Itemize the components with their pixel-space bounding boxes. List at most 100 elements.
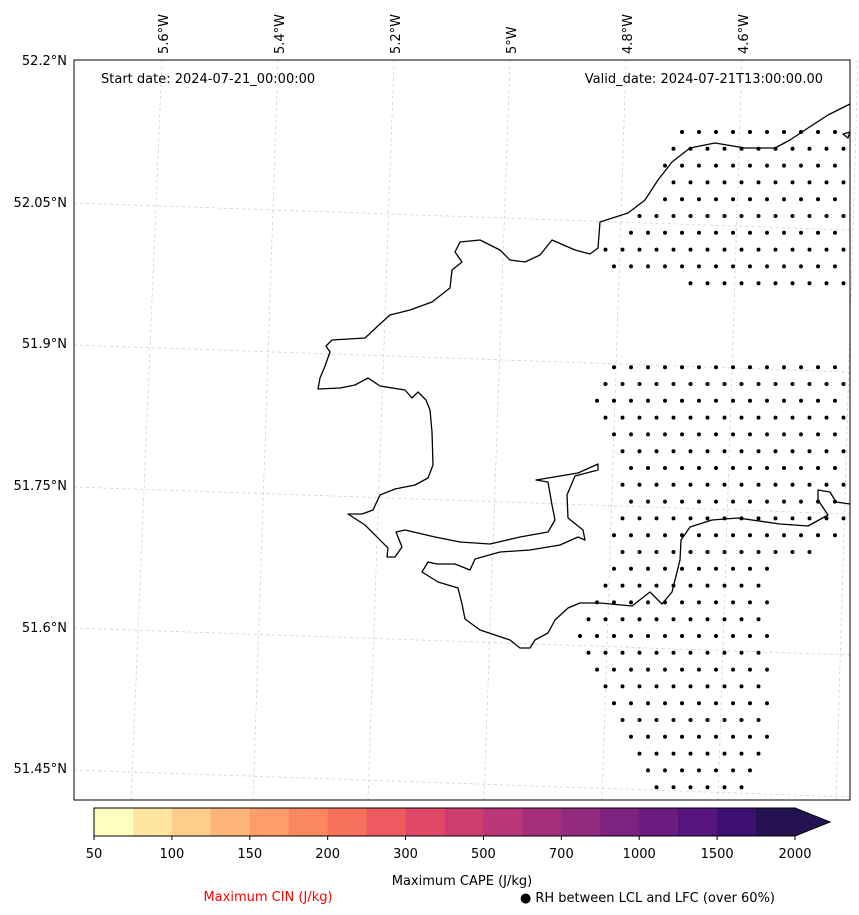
rh-dot — [841, 516, 846, 521]
rh-dot — [765, 566, 769, 571]
rh-dot — [646, 634, 650, 638]
rh-dot — [841, 146, 846, 151]
rh-dot — [748, 768, 752, 773]
rh-dot — [714, 466, 718, 470]
rh-dot — [688, 583, 693, 588]
rh-dot — [637, 382, 642, 386]
colorbar-outline — [93, 807, 832, 837]
rh-dot — [731, 466, 735, 470]
rh-dot — [654, 650, 659, 655]
rh-dot — [722, 180, 727, 185]
rh-dot — [697, 130, 701, 134]
rh-dot — [714, 197, 718, 202]
rh-dot — [765, 600, 769, 605]
rh-dot — [799, 163, 803, 168]
rh-dot — [671, 146, 676, 151]
rh-dot — [697, 432, 701, 437]
cape-colorbar — [93, 807, 832, 837]
rh-dot — [680, 130, 684, 134]
latitude-labels: 52.2°N 52.05°N 51.9°N 51.75°N 51.6°N 51.45°N — [14, 54, 67, 777]
rh-dot — [722, 382, 727, 386]
rh-dot — [722, 482, 727, 487]
rh-dot — [646, 365, 650, 370]
rh-dot — [637, 684, 642, 689]
rh-dot — [790, 449, 795, 454]
rh-dot — [688, 617, 693, 622]
rh-dot — [637, 718, 642, 722]
rh-dot — [646, 566, 650, 571]
rh-dot — [680, 600, 684, 605]
rh-dot — [714, 634, 718, 638]
rh-dot — [748, 197, 752, 202]
rh-dot — [629, 701, 633, 706]
rh-dot — [841, 449, 846, 454]
coastline — [317, 103, 851, 649]
rh-dot — [739, 382, 744, 386]
rh-dot — [663, 163, 667, 168]
longitude-labels: 5.6°W 5.4°W 5.2°W 5°W 4.8°W 4.6°W — [157, 14, 752, 54]
rh-dot — [731, 701, 735, 706]
rh-dot — [807, 382, 812, 386]
rh-dot — [833, 365, 837, 370]
rh-dot — [765, 466, 769, 470]
rh-dot — [722, 617, 727, 622]
rh-dot — [663, 230, 667, 235]
rh-dot — [688, 482, 693, 487]
rh-dot — [748, 432, 752, 437]
rh-dot — [722, 281, 727, 286]
rh-dot — [748, 365, 752, 370]
rh-dot — [816, 163, 820, 168]
rh-dot — [782, 365, 786, 370]
rh-dot — [663, 768, 667, 773]
rh-dot — [756, 583, 761, 588]
rh-dot — [833, 230, 837, 235]
rh-dot — [756, 751, 761, 756]
rh-dot — [833, 163, 837, 168]
rh-dot — [629, 466, 633, 470]
rh-dot — [663, 365, 667, 370]
rh-dot — [722, 550, 727, 554]
rh-dot — [816, 466, 820, 470]
rh-dot — [841, 482, 846, 487]
colorbar-segment — [561, 808, 601, 836]
colorbar-segment — [600, 808, 640, 836]
rh-dot — [807, 180, 812, 185]
rh-dot — [637, 415, 642, 420]
rh-dot — [773, 516, 778, 521]
rh-legend: ● RH between LCL and LFC (over 60%) — [520, 891, 775, 906]
rh-dot — [824, 146, 829, 151]
rh-dot — [773, 415, 778, 420]
rh-dot — [799, 398, 803, 403]
rh-dot — [807, 482, 812, 487]
rh-dot — [790, 146, 795, 151]
rh-dot — [765, 398, 769, 403]
rh-dot — [816, 197, 820, 202]
rh-dot — [807, 415, 812, 420]
rh-dot — [799, 197, 803, 202]
rh-dot — [748, 566, 752, 571]
rh-dot — [671, 751, 676, 756]
rh-dot — [595, 634, 599, 638]
rh-dot — [748, 264, 752, 269]
rh-dot — [790, 214, 795, 218]
colorbar-tick-label: 200 — [315, 847, 340, 862]
rh-dot — [807, 516, 812, 521]
rh-dot — [612, 701, 616, 706]
rh-dot — [765, 667, 769, 672]
rh-dot — [841, 247, 846, 252]
rh-dot — [748, 163, 752, 168]
rh-dot — [722, 718, 727, 722]
longitude-label: 5.2°W — [389, 14, 404, 54]
rh-dot — [603, 684, 608, 689]
rh-dot — [612, 566, 616, 571]
rh-dot — [748, 130, 752, 134]
rh-dot — [731, 734, 735, 739]
rh-dot — [756, 718, 761, 722]
rh-dot — [697, 701, 701, 706]
latitude-label: 51.6°N — [22, 621, 67, 636]
rh-dot — [663, 634, 667, 638]
rh-dot — [790, 550, 795, 554]
colorbar-tick-label: 150 — [237, 847, 262, 862]
rh-dot — [833, 466, 837, 470]
valid-date-label: Valid_date: 2024-07-21T13:00:00.00 — [585, 72, 823, 87]
